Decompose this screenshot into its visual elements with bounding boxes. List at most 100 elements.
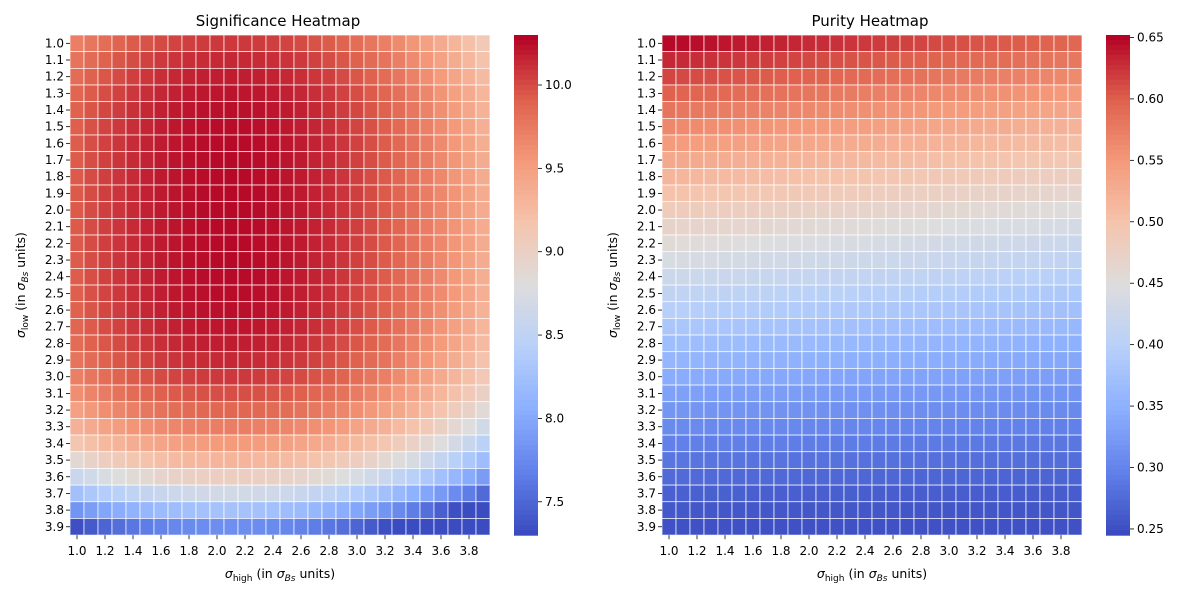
heatmap-cell: [675, 151, 691, 169]
heatmap-cell: [433, 334, 449, 353]
colorbar-segment: [1106, 170, 1130, 176]
heatmap-cell: [773, 134, 789, 153]
heatmap-cell: [433, 184, 449, 203]
x-tick-label: 1.2: [687, 544, 706, 558]
heatmap-cell: [321, 34, 337, 53]
y-tick-label: 2.6: [45, 303, 64, 317]
heatmap-cell: [195, 484, 211, 503]
heatmap-cell: [983, 368, 999, 386]
heatmap-cell: [447, 251, 463, 269]
heatmap-cell: [675, 468, 691, 486]
heatmap-cell: [857, 134, 873, 153]
heatmap-cell: [377, 251, 393, 269]
heatmap-cell: [153, 318, 169, 336]
heatmap-cell: [745, 301, 761, 319]
heatmap-cell: [787, 434, 803, 453]
heatmap-cell: [703, 117, 719, 136]
heatmap-cell: [223, 451, 239, 469]
colorbar-segment: [514, 335, 538, 341]
heatmap-cell: [265, 484, 281, 503]
heatmap-cell: [125, 451, 141, 469]
heatmap-cell: [181, 301, 197, 319]
colorbar-segment: [514, 65, 538, 71]
heatmap-cell: [335, 418, 351, 436]
colorbar-tick-label: 0.40: [1137, 338, 1164, 352]
colorbar-segment: [514, 410, 538, 416]
heatmap-cell: [927, 484, 943, 503]
heatmap-cell: [759, 401, 775, 419]
heatmap-cell: [871, 451, 887, 469]
heatmap-cell: [209, 34, 225, 53]
heatmap-cell: [335, 401, 351, 419]
colorbar-segment: [1106, 35, 1130, 41]
heatmap-cell: [181, 101, 197, 119]
heatmap-cell: [1025, 101, 1041, 119]
colorbar-segment: [514, 145, 538, 151]
heatmap-cell: [1011, 67, 1027, 86]
heatmap-cell: [675, 284, 691, 303]
heatmap-cell: [885, 34, 901, 53]
colorbar-segment: [1106, 190, 1130, 196]
heatmap-cell: [675, 84, 691, 103]
heatmap-cell: [983, 318, 999, 336]
heatmap-cell: [419, 368, 435, 386]
heatmap-cell: [927, 518, 943, 536]
heatmap-cell: [461, 284, 477, 303]
heatmap-cell: [997, 101, 1013, 119]
heatmap-cell: [787, 251, 803, 269]
heatmap-cell: [349, 151, 365, 169]
heatmap-cell: [703, 134, 719, 153]
heatmap-cell: [801, 201, 817, 219]
heatmap-cell: [181, 117, 197, 136]
heatmap-cell: [307, 67, 323, 86]
heatmap-cell: [675, 168, 691, 186]
heatmap-cell: [223, 101, 239, 119]
heatmap-cell: [857, 351, 873, 369]
colorbar-segment: [514, 365, 538, 371]
x-tick-label: 3.0: [347, 544, 366, 558]
colorbar-segment: [1106, 310, 1130, 316]
heatmap-cell: [69, 84, 85, 103]
heatmap-cell: [279, 34, 295, 53]
heatmap-cell: [969, 384, 985, 403]
heatmap-cell: [237, 468, 253, 486]
heatmap-cell: [167, 51, 183, 69]
heatmap-cell: [111, 168, 127, 186]
colorbar-segment: [514, 360, 538, 366]
heatmap-cell: [447, 168, 463, 186]
heatmap-cell: [321, 201, 337, 219]
heatmap-cell: [447, 368, 463, 386]
heatmap-cell: [717, 484, 733, 503]
heatmap-cell: [461, 151, 477, 169]
heatmap-cell: [801, 434, 817, 453]
colorbar-segment: [514, 180, 538, 186]
heatmap-cell: [913, 218, 929, 236]
heatmap-cell: [475, 268, 491, 286]
heatmap-cell: [815, 234, 831, 253]
heatmap-cell: [293, 34, 309, 53]
heatmap-cell: [167, 468, 183, 486]
heatmap-cell: [843, 418, 859, 436]
heatmap-cell: [759, 218, 775, 236]
heatmap-cell: [1011, 101, 1027, 119]
heatmap-cell: [97, 201, 113, 219]
purity-cells: [661, 34, 1083, 536]
heatmap-cell: [969, 184, 985, 203]
colorbar-segment: [514, 385, 538, 391]
heatmap-cell: [405, 334, 421, 353]
heatmap-cell: [1039, 468, 1055, 486]
heatmap-cell: [969, 268, 985, 286]
y-tick-label: 1.2: [637, 70, 656, 84]
heatmap-cell: [293, 318, 309, 336]
heatmap-cell: [717, 218, 733, 236]
heatmap-cell: [433, 351, 449, 369]
heatmap-cell: [829, 34, 845, 53]
heatmap-cell: [307, 234, 323, 253]
heatmap-cell: [265, 301, 281, 319]
heatmap-cell: [675, 101, 691, 119]
heatmap-cell: [223, 468, 239, 486]
heatmap-cell: [871, 318, 887, 336]
heatmap-cell: [125, 484, 141, 503]
y-axis-label-part: Bs: [21, 271, 31, 282]
heatmap-cell: [773, 334, 789, 353]
